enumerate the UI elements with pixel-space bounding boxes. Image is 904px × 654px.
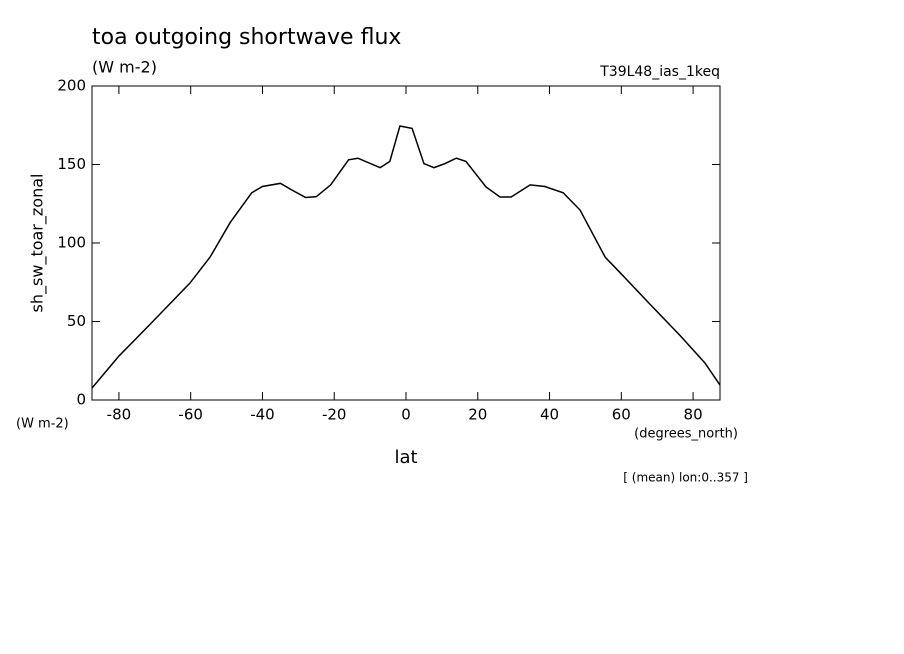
x-tick-label: -20 <box>322 406 347 424</box>
note: [ (mean) lon:0..357 ] <box>623 471 748 485</box>
units-label: (W m-2) <box>92 58 157 77</box>
plot-frame <box>91 85 721 401</box>
y-tick-label: 50 <box>67 312 86 330</box>
y-tick-label: 100 <box>57 234 86 252</box>
x-tick-label: 0 <box>401 406 411 424</box>
x-tick-label: -40 <box>250 406 275 424</box>
y-tick-label: 150 <box>57 155 86 173</box>
x-tick-label: -80 <box>107 406 132 424</box>
x-tick-label: 60 <box>612 406 631 424</box>
y-axis-label: sh_sw_toar_zonal <box>28 174 48 313</box>
x-tick-label: -60 <box>178 406 203 424</box>
y-tick-label: 200 <box>57 77 86 95</box>
x-units-label: (degrees_north) <box>634 427 738 442</box>
chart-title: toa outgoing shortwave flux <box>92 25 401 50</box>
y-units-label: (W m-2) <box>16 417 69 432</box>
dataset-label: T39L48_ias_1keq <box>599 64 720 80</box>
y-tick-label: 0 <box>76 391 86 409</box>
line <box>91 125 721 389</box>
x-tick-label: 40 <box>540 406 559 424</box>
x-axis-label: lat <box>394 447 417 468</box>
x-tick-label: 80 <box>684 406 703 424</box>
x-tick-label: 20 <box>468 406 487 424</box>
